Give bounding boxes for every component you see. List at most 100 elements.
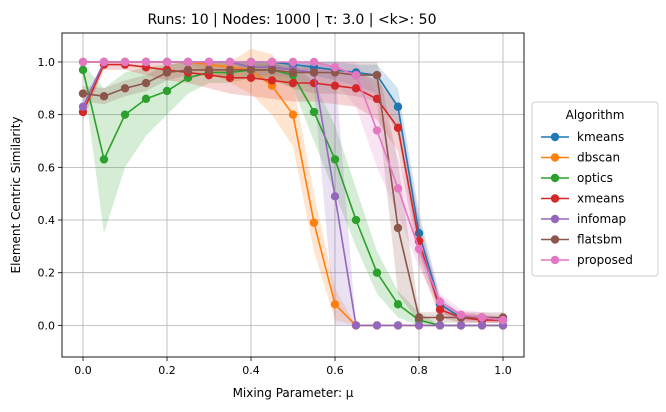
band-dbscan (83, 48, 503, 326)
legend: Algorithm kmeans dbscan optics xmeans infoma… (531, 101, 659, 277)
point-flatsbm (288, 68, 298, 77)
x-tick-label: 1.0 (494, 364, 512, 377)
point-optics (309, 107, 319, 117)
legend-marker (550, 235, 560, 244)
point-proposed (477, 313, 487, 322)
point-proposed (225, 57, 235, 67)
point-optics (372, 268, 382, 277)
point-infomap (414, 321, 424, 330)
point-optics (162, 86, 172, 96)
legend-label: infomap (577, 212, 626, 226)
legend-item-infomap: infomap (541, 212, 626, 226)
point-flatsbm (246, 65, 256, 75)
point-optics (78, 65, 88, 75)
y-tick-label: 0.6 (38, 161, 56, 174)
point-flatsbm (204, 65, 214, 75)
point-flatsbm (183, 65, 193, 75)
legend-label: kmeans (577, 130, 624, 144)
legend-item-dbscan: dbscan (541, 151, 620, 165)
point-optics (120, 110, 130, 119)
point-infomap (330, 192, 340, 201)
point-proposed (435, 297, 445, 306)
band-flatsbm (83, 62, 503, 323)
legend-item-optics: optics (541, 171, 613, 185)
x-tick-label: 0.8 (410, 364, 428, 377)
legend-item-proposed: proposed (541, 253, 633, 267)
point-optics (393, 300, 403, 309)
point-flatsbm (372, 70, 382, 80)
point-xmeans (351, 84, 361, 93)
point-proposed (288, 57, 298, 67)
point-optics (99, 155, 109, 164)
point-flatsbm (435, 313, 445, 322)
legend-label: flatsbm (577, 233, 622, 247)
point-infomap (393, 321, 403, 330)
legend-label: optics (577, 171, 613, 185)
point-dbscan (309, 218, 319, 227)
point-flatsbm (99, 92, 109, 101)
point-flatsbm (141, 78, 151, 88)
point-infomap (78, 102, 88, 111)
point-proposed (120, 57, 130, 67)
point-flatsbm (120, 84, 130, 93)
point-xmeans (393, 123, 403, 133)
point-infomap (435, 321, 445, 330)
plot-frame (61, 32, 525, 358)
point-flatsbm (414, 313, 424, 322)
legend-frame (531, 101, 659, 277)
point-proposed (393, 184, 403, 193)
point-xmeans (225, 73, 235, 82)
y-axis-label: Element Centric Similarity (9, 117, 23, 274)
point-proposed (267, 57, 277, 67)
x-tick-label: 0.0 (74, 364, 92, 377)
point-kmeans (393, 102, 403, 111)
point-flatsbm (225, 65, 235, 75)
y-tick-label: 0.2 (38, 267, 56, 280)
point-xmeans (372, 94, 382, 104)
point-dbscan (288, 110, 298, 119)
series-lines (78, 57, 508, 330)
y-tick-label: 0.0 (38, 319, 56, 332)
point-flatsbm (393, 223, 403, 233)
point-proposed (99, 57, 109, 67)
point-proposed (309, 57, 319, 67)
point-infomap (456, 321, 466, 330)
y-tick-label: 0.8 (38, 109, 56, 122)
point-optics (141, 94, 151, 104)
point-proposed (351, 70, 361, 80)
point-proposed (78, 57, 88, 67)
x-tick-label: 0.4 (242, 364, 260, 377)
axis-ticks: 0.0 0.2 0.4 0.6 0.8 1.0 0.0 0.2 0.4 0.6 0.8 1.0 (38, 56, 512, 377)
point-xmeans (330, 81, 340, 90)
point-flatsbm (267, 65, 277, 75)
point-proposed (498, 315, 508, 325)
point-kmeans (414, 228, 424, 238)
x-axis-label: Mixing Parameter: μ (233, 386, 354, 400)
point-infomap (477, 321, 487, 330)
legend-item-kmeans: kmeans (541, 130, 624, 144)
legend-marker (550, 214, 560, 224)
legend-marker (550, 153, 560, 162)
y-tick-label: 0.4 (38, 214, 56, 227)
point-proposed (141, 57, 151, 67)
point-proposed (246, 57, 256, 67)
legend-label: proposed (577, 253, 633, 267)
point-xmeans (267, 76, 277, 85)
legend-marker (550, 194, 560, 203)
legend-title: Algorithm (566, 108, 625, 122)
point-proposed (330, 63, 340, 72)
point-optics (330, 155, 340, 164)
point-proposed (414, 244, 424, 254)
legend-marker (550, 132, 560, 142)
point-proposed (204, 57, 214, 67)
point-xmeans (246, 73, 256, 82)
legend-marker (550, 173, 560, 183)
x-tick-label: 0.6 (326, 364, 344, 377)
chart-title: Runs: 10 | Nodes: 1000 | τ: 3.0 | <k>: 5… (147, 12, 436, 28)
point-optics (351, 215, 361, 225)
point-xmeans (435, 305, 445, 314)
legend-marker (550, 255, 560, 265)
point-flatsbm (78, 89, 88, 98)
x-tick-label: 0.2 (158, 364, 176, 377)
